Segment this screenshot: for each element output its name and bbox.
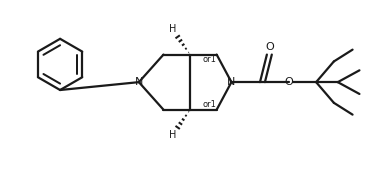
Text: O: O <box>266 42 274 52</box>
Text: N: N <box>227 77 236 87</box>
Text: or1: or1 <box>203 55 217 64</box>
Text: or1: or1 <box>203 100 217 109</box>
Text: H: H <box>168 130 176 140</box>
Text: N: N <box>135 77 143 87</box>
Text: H: H <box>168 24 176 34</box>
Text: O: O <box>284 77 293 87</box>
